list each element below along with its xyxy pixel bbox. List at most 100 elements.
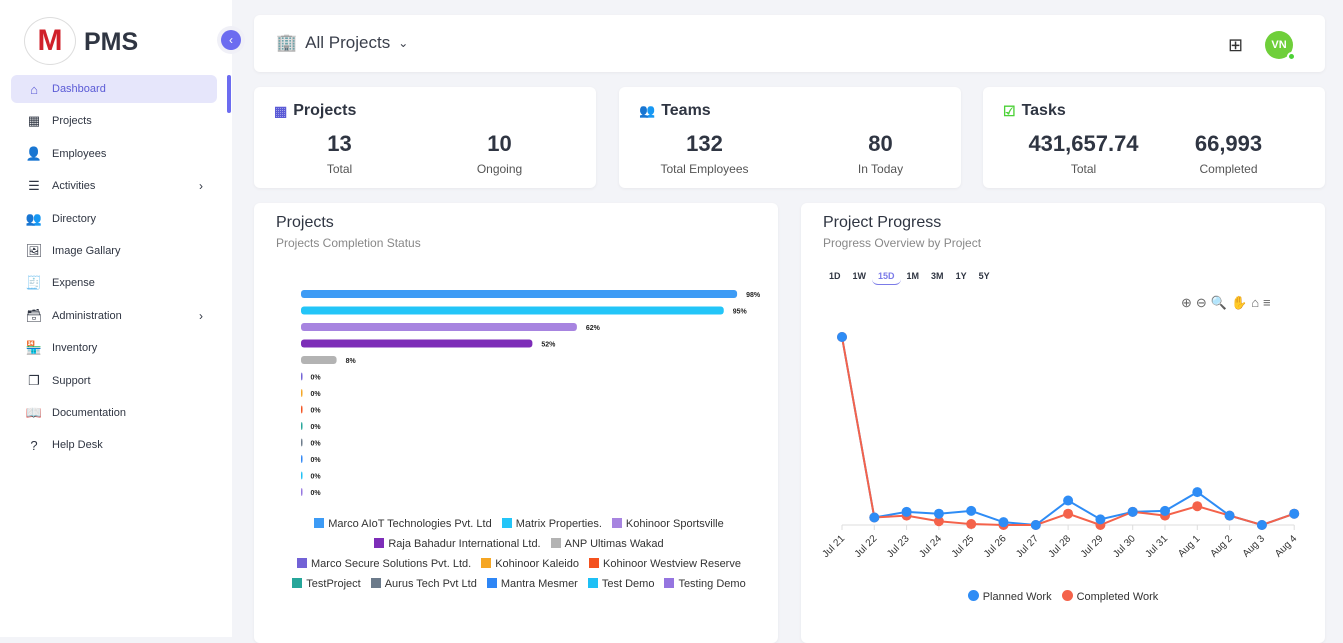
legend-item[interactable]: Kohinoor Kaleido: [481, 558, 579, 570]
sidebar-item-support[interactable]: ❐ Support: [11, 367, 217, 395]
range-5Y[interactable]: 5Y: [978, 271, 990, 281]
data-point[interactable]: [966, 505, 977, 516]
range-1M[interactable]: 1M: [906, 271, 920, 281]
image-icon: 🖼: [25, 242, 43, 258]
legend-label: ANP Ultimas Wakad: [564, 538, 664, 550]
data-point[interactable]: [933, 516, 944, 527]
data-point[interactable]: [1289, 508, 1300, 519]
bar[interactable]: [301, 339, 533, 348]
bar[interactable]: [301, 323, 577, 331]
bar[interactable]: [301, 389, 303, 397]
legend-item[interactable]: Kohinoor Westview Reserve: [589, 558, 741, 570]
bar-label: 0%: [311, 474, 322, 481]
data-point[interactable]: [966, 519, 977, 530]
data-point[interactable]: [837, 332, 847, 342]
data-point[interactable]: [933, 508, 944, 519]
data-point[interactable]: [1063, 495, 1074, 506]
x-tick-label: Jul 28: [1047, 533, 1074, 560]
data-point[interactable]: [1160, 505, 1170, 516]
legend-swatch: [486, 578, 497, 588]
legend-swatch: [589, 558, 599, 568]
sidebar-item-dashboard[interactable]: ⌂ Dashboard: [11, 75, 217, 103]
data-point[interactable]: [1224, 510, 1235, 521]
legend-item[interactable]: Testing Demo: [664, 578, 746, 590]
apps-grid-icon[interactable]: ⊞: [1228, 35, 1244, 55]
bar[interactable]: [301, 405, 303, 414]
bar[interactable]: [301, 455, 303, 463]
sidebar-item-expense[interactable]: 🧾 Expense: [11, 269, 217, 297]
data-point[interactable]: [901, 506, 912, 517]
sidebar-item-employees[interactable]: 👤 Employees: [11, 140, 217, 168]
data-point[interactable]: [869, 512, 880, 523]
legend-item[interactable]: ANP Ultimas Wakad: [550, 538, 664, 550]
logo: M: [24, 17, 76, 65]
range-15D[interactable]: 15D: [872, 269, 901, 285]
legend-item[interactable]: Matrix Properties.: [501, 518, 602, 530]
chevron-right-icon: ›: [199, 179, 203, 194]
sidebar-item-directory[interactable]: 👥 Directory: [11, 205, 217, 233]
data-point[interactable]: [1256, 520, 1267, 530]
range-1W[interactable]: 1W: [852, 271, 867, 281]
progress-line-chart: Jul 21 Jul 22 Jul 23 Jul 24 Jul 25 Jul 26 Jul …: [820, 332, 1300, 560]
data-point[interactable]: [1095, 514, 1106, 525]
sidebar-item-inventory[interactable]: 🏪 Inventory: [11, 334, 217, 362]
legend-item[interactable]: Marco AIoT Technologies Pvt. Ltd: [314, 518, 492, 530]
menu-icon[interactable]: ≡: [1263, 295, 1271, 310]
sidebar-item-label: Activities: [52, 180, 96, 193]
avatar-initials: VN: [1271, 39, 1287, 51]
range-1D[interactable]: 1D: [829, 271, 841, 281]
legend-item[interactable]: Test Demo: [587, 578, 655, 590]
x-tick-label: Aug 4: [1273, 533, 1300, 560]
sidebar-item-help-desk[interactable]: ? Help Desk: [11, 431, 217, 459]
legend-swatch: [664, 578, 675, 588]
legend-item[interactable]: Planned Work: [967, 590, 1052, 603]
zoom-out-icon[interactable]: ⊖: [1195, 295, 1207, 310]
legend-item[interactable]: Mantra Mesmer: [486, 578, 578, 590]
sidebar-item-label: Employees: [52, 147, 107, 160]
bar[interactable]: [301, 372, 303, 381]
x-tick-label: Aug 3: [1241, 533, 1268, 560]
bar[interactable]: [301, 306, 724, 315]
pan-icon[interactable]: ✋: [1231, 295, 1248, 310]
bar[interactable]: [301, 290, 738, 298]
bar[interactable]: [301, 488, 303, 496]
range-3M[interactable]: 3M: [931, 271, 944, 281]
legend-item[interactable]: Kohinoor Sportsville: [611, 518, 724, 530]
data-point[interactable]: [1192, 487, 1203, 498]
sidebar-item-administration[interactable]: 🗃 Administration ›: [11, 302, 217, 330]
bar[interactable]: [301, 422, 303, 430]
brand-name: PMS: [84, 28, 139, 56]
data-point[interactable]: [998, 517, 1009, 528]
legend-marker: [967, 590, 979, 601]
sidebar-item-label: Support: [52, 374, 91, 387]
bar[interactable]: [301, 438, 303, 447]
collapse-sidebar-button[interactable]: ‹: [221, 30, 241, 50]
user-icon: 👤: [25, 145, 43, 161]
legend-swatch: [374, 538, 385, 548]
data-point[interactable]: [1030, 520, 1041, 530]
projects-chart-card: Projects Projects Completion Status 98% 9…: [254, 203, 778, 643]
data-point[interactable]: [1063, 508, 1074, 519]
sidebar-item-documentation[interactable]: 📖 Documentation: [11, 399, 217, 427]
bar-label: 0%: [311, 441, 322, 448]
bar[interactable]: [301, 356, 337, 364]
sidebar-item-image-gallary[interactable]: 🖼 Image Gallary: [11, 237, 217, 265]
legend-item[interactable]: TestProject: [292, 578, 361, 590]
legend-label: Test Demo: [601, 578, 655, 590]
legend-item[interactable]: Marco Secure Solutions Pvt. Ltd.: [297, 558, 471, 570]
home-reset-icon[interactable]: ⌂: [1251, 295, 1260, 310]
data-point[interactable]: [1192, 501, 1203, 512]
zoom-in-icon[interactable]: ⊕: [1181, 295, 1192, 310]
legend-item[interactable]: Raja Bahadur International Ltd.: [374, 538, 541, 550]
legend-item[interactable]: Completed Work: [1061, 590, 1158, 603]
bar-label: 62%: [586, 325, 601, 332]
data-point[interactable]: [1127, 506, 1138, 517]
sidebar-item-activities[interactable]: ☰ Activities ›: [11, 172, 217, 200]
range-1Y[interactable]: 1Y: [955, 271, 967, 281]
zoom-select-icon[interactable]: 🔍: [1210, 295, 1227, 310]
bar[interactable]: [301, 471, 303, 480]
legend-item[interactable]: Aurus Tech Pvt Ltd: [370, 578, 477, 590]
avatar[interactable]: VN: [1265, 31, 1296, 61]
project-selector[interactable]: 🏢 All Projects ⌄: [276, 33, 408, 53]
sidebar-item-projects[interactable]: ▦ Projects: [11, 107, 217, 135]
